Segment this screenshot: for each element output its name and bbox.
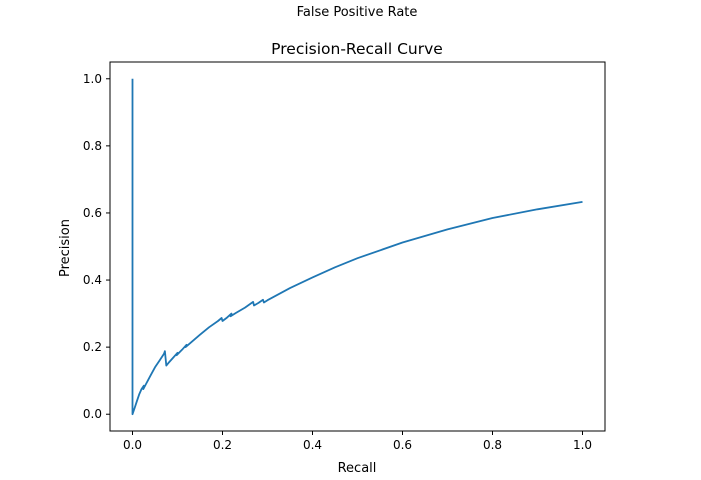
x-axis-label: Recall bbox=[338, 461, 377, 476]
y-axis-label: Precision bbox=[58, 219, 73, 277]
y-tick-label: 0.0 bbox=[83, 407, 102, 421]
y-tick-label: 0.2 bbox=[83, 340, 102, 354]
y-axis: 0.0 0.2 0.4 0.6 0.8 1.0 bbox=[83, 72, 110, 421]
plot-lines bbox=[131, 78, 583, 416]
pr-curve-line bbox=[131, 78, 583, 416]
x-tick-label: 0.4 bbox=[303, 438, 322, 452]
x-tick-label: 0.8 bbox=[483, 438, 502, 452]
y-tick-label: 1.0 bbox=[83, 72, 102, 86]
x-tick-label: 0.2 bbox=[213, 438, 232, 452]
plot-area-frame bbox=[109, 61, 606, 432]
x-tick-label: 0.6 bbox=[393, 438, 412, 452]
y-tick-label: 0.4 bbox=[83, 273, 102, 287]
x-tick-label: 1.0 bbox=[573, 438, 592, 452]
figure-suptitle: False Positive Rate bbox=[297, 5, 418, 20]
y-tick-label: 0.6 bbox=[83, 206, 102, 220]
chart-title: Precision-Recall Curve bbox=[271, 40, 443, 58]
x-axis: 0.0 0.2 0.4 0.6 0.8 1.0 bbox=[123, 431, 592, 452]
x-tick-label: 0.0 bbox=[123, 438, 142, 452]
y-tick-label: 0.8 bbox=[83, 139, 102, 153]
